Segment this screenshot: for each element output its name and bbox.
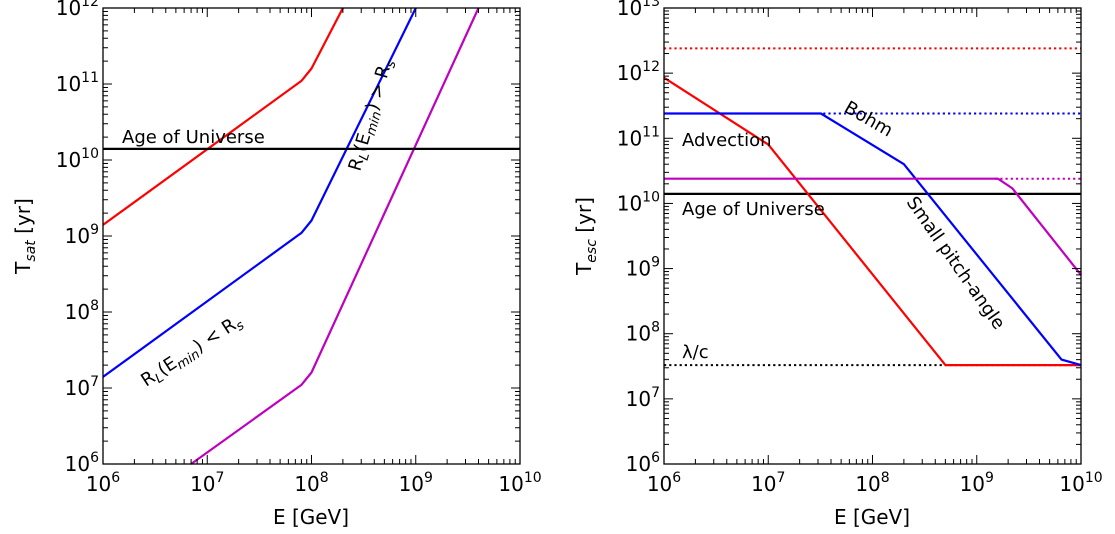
left-x-tick-label: 106 — [86, 470, 120, 496]
left-y-tick-label: 1012 — [56, 0, 99, 20]
right-bohm-label: Bohm — [841, 97, 897, 141]
left-y-tick-label: 1011 — [56, 70, 99, 96]
right-y-tick-label: 1011 — [617, 124, 660, 150]
right-y-tick-label: 109 — [626, 255, 660, 281]
right-lambda-c-label: λ/c — [682, 342, 709, 363]
left-y-tick-label: 1010 — [56, 146, 99, 172]
right-x-tick-label: 107 — [751, 470, 785, 496]
right-plot-frame — [663, 7, 1082, 465]
right-advection-label: Advection — [682, 130, 772, 151]
right-y-tick-label: 1012 — [617, 59, 660, 85]
left-x-tick-label: 109 — [399, 470, 433, 496]
left-rl-greater-label: RL(Emin) > Rs — [345, 56, 400, 174]
right-x-tick-label: 106 — [647, 470, 681, 496]
right-y-tick-label: 1013 — [617, 0, 660, 20]
right-chart: 106 107 108 109 1010 106 107 108 109 1010 1011 1012… — [572, 0, 1103, 529]
left-y-axis-label: Tsat [yr] — [11, 198, 39, 275]
right-x-tick-label: 109 — [960, 470, 994, 496]
right-y-tick-label: 106 — [626, 450, 660, 476]
left-plot-frame — [102, 7, 521, 465]
right-y-tick-label: 107 — [626, 385, 660, 411]
right-series-line-5 — [663, 76, 1081, 367]
right-series-line-7 — [664, 177, 1082, 276]
left-age-of-universe-label: Age of Universe — [122, 127, 265, 148]
left-y-tick-label: 106 — [65, 450, 99, 476]
right-y-tick-label: 108 — [626, 320, 660, 346]
right-x-tick-label: 1010 — [1059, 470, 1102, 496]
left-y-tick-label: 107 — [65, 374, 99, 400]
right-x-tick-label: 108 — [855, 470, 889, 496]
left-chart: 106 107 108 109 1010 106 107 108 109 1010 1011 1012… — [11, 0, 542, 529]
left-series-line-1 — [102, 7, 417, 378]
left-series-line-0 — [102, 7, 344, 226]
right-y-tick-label: 1010 — [617, 189, 660, 215]
left-x-tick-label: 108 — [294, 470, 328, 496]
left-rl-less-label: RL(Emin) < Rs — [137, 311, 247, 394]
left-y-tick-label: 109 — [65, 222, 99, 248]
right-age-of-universe-label: Age of Universe — [682, 199, 825, 220]
left-series-line-2 — [190, 7, 480, 465]
left-x-tick-label: 1010 — [498, 470, 541, 496]
left-x-tick-label: 107 — [190, 470, 224, 496]
right-y-axis-label: Tesc [yr] — [572, 197, 600, 276]
right-x-axis-label: E [GeV] — [834, 505, 910, 529]
right-series-line-6 — [664, 112, 1082, 367]
left-y-tick-label: 108 — [65, 298, 99, 324]
right-small-pitch-angle-label: Small pitch-angle — [902, 193, 1009, 334]
left-x-axis-label: E [GeV] — [273, 505, 349, 529]
